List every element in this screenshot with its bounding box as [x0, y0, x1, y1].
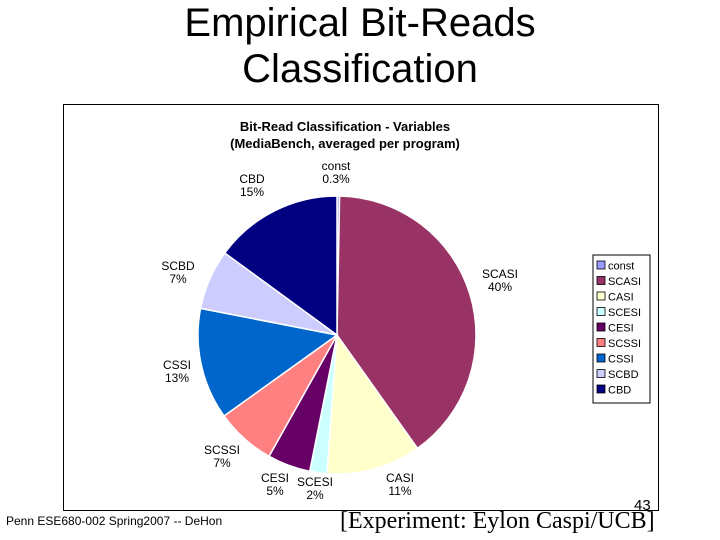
chart-frame: Bit-Read Classification - Variables (Med…: [63, 104, 659, 511]
slice-label-name: CASI: [386, 471, 414, 485]
slice-label-name: SCBD: [161, 259, 195, 273]
slice-label-value: 40%: [488, 280, 512, 294]
slice-label-cesi: CESI 5%: [261, 471, 289, 498]
legend-swatch-cssi: [596, 353, 606, 363]
pie-slice-casi: [326, 332, 419, 475]
slice-label-name: SCESI: [297, 475, 333, 489]
chart-title-line-2: (MediaBench, averaged per program): [230, 136, 460, 151]
legend-label-cssi: CSSI: [608, 354, 634, 366]
pie-slice-cssi: [197, 307, 339, 418]
legend-swatch-casi: [596, 291, 606, 301]
slice-label-value: 13%: [165, 371, 189, 385]
legend-swatch-const: [596, 260, 606, 270]
pie-slice-cbd: [223, 195, 338, 337]
slice-label-value: 5%: [266, 484, 284, 498]
legend-label-casi: CASI: [608, 292, 634, 304]
legend-label-scssi: SCSSI: [608, 338, 641, 350]
legend-swatch-scbd: [596, 369, 606, 378]
slice-label-value: 7%: [213, 456, 231, 470]
slide-title-line-2: Classification: [242, 47, 478, 91]
slice-labels: const 0.3% SCASI 40% CASI 11% SCESI 2% CESI 5% SCS…: [161, 159, 518, 502]
slice-label-name: SCASI: [482, 267, 518, 281]
slide-number: 43: [634, 497, 651, 514]
legend-swatch-scssi: [596, 338, 606, 347]
legend-label-cesi: CESI: [608, 323, 634, 335]
slice-label-scssi: SCSSI 7%: [204, 443, 240, 470]
legend-label-scesi: SCESI: [608, 307, 641, 319]
slice-label-value: 15%: [240, 185, 264, 199]
slice-label-cbd: CBD 15%: [239, 172, 265, 199]
legend-swatch-cbd: [596, 384, 606, 394]
slice-label-name: CSSI: [163, 358, 191, 372]
slice-label-cssi: CSSI 13%: [163, 358, 191, 385]
slice-label-scbd: SCBD 7%: [161, 259, 195, 286]
footer-text: Penn ESE680-002 Spring2007 -- DeHon: [6, 514, 223, 528]
pie-chart: Bit-Read Classification - Variables (Med…: [161, 119, 651, 502]
slice-label-value: 0.3%: [322, 172, 350, 186]
legend-swatch-scesi: [596, 307, 606, 316]
slice-label-casi: CASI 11%: [386, 471, 414, 498]
slice-label-name: CBD: [239, 172, 265, 186]
pie-slices: [197, 195, 477, 475]
citation: [Experiment: Eylon Caspi/UCB]: [340, 508, 655, 534]
chart-title-line-1: Bit-Read Classification - Variables: [240, 119, 450, 134]
slice-label-scesi: SCESI 2%: [297, 475, 333, 502]
slice-label-name: const: [322, 159, 351, 173]
legend-label-scasi: SCASI: [608, 276, 641, 288]
slide-title-line-1: Empirical Bit-Reads: [184, 1, 536, 45]
legend-swatch-cesi: [596, 322, 606, 332]
legend-label-const: const: [608, 261, 634, 273]
slide-title: Empirical Bit-Reads Classification: [0, 0, 720, 92]
legend: const SCASI CASI SCESI CESI SCSSI CSSI SCBD CBD: [592, 254, 651, 404]
slice-label-scasi: SCASI 40%: [482, 267, 518, 294]
pie-slice-scasi: [336, 195, 477, 450]
slice-label-const: const 0.3%: [322, 159, 351, 186]
slice-label-value: 2%: [306, 488, 324, 502]
legend-swatch-scasi: [596, 276, 606, 285]
slice-label-name: CESI: [261, 471, 289, 485]
slice-label-value: 7%: [169, 272, 187, 286]
legend-label-cbd: CBD: [608, 385, 631, 397]
slice-label-name: SCSSI: [204, 443, 240, 457]
legend-label-scbd: SCBD: [608, 369, 639, 381]
slice-label-value: 11%: [388, 484, 411, 498]
